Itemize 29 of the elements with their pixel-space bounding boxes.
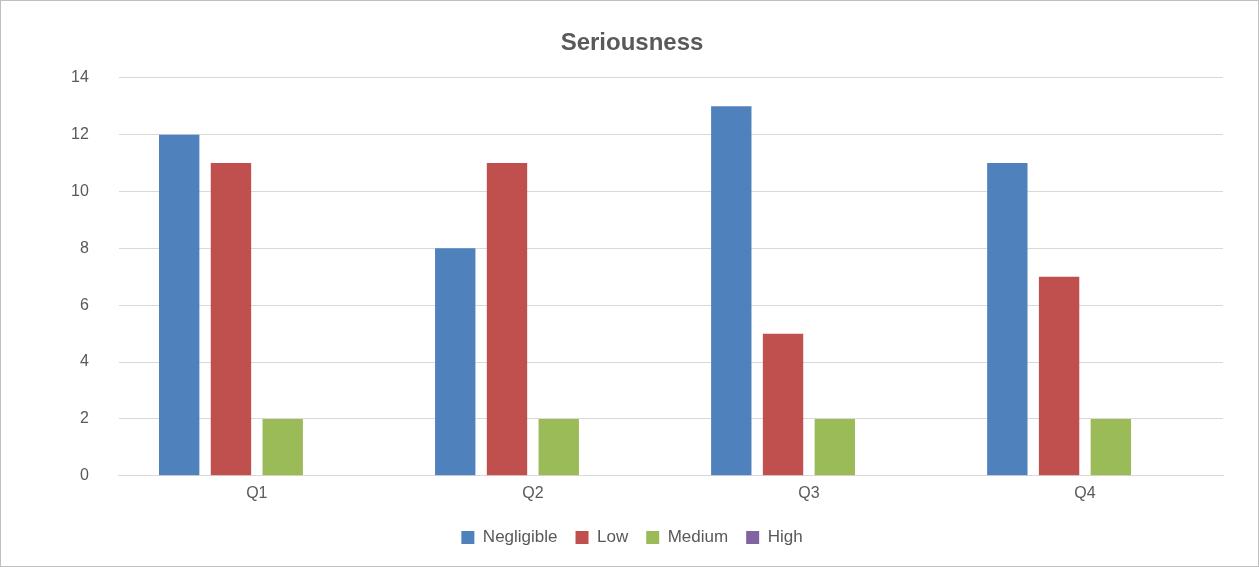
- x-tick-label: Q2: [522, 483, 544, 501]
- bar: [210, 163, 252, 476]
- y-tick-label: 14: [71, 68, 89, 86]
- chart-title: Seriousness: [560, 28, 704, 56]
- x-tick-label: Q3: [798, 483, 820, 501]
- y-tick-label: 4: [79, 352, 89, 370]
- y-tick-label: 2: [79, 409, 89, 427]
- bar: [1090, 418, 1132, 476]
- x-tick-label: Q4: [1074, 483, 1096, 501]
- bar: [711, 106, 752, 476]
- bar: [762, 333, 804, 476]
- x-tick-label: Q1: [246, 483, 268, 501]
- y-tick-label: 12: [71, 125, 89, 143]
- legend-label: Medium: [667, 527, 729, 547]
- bar: [1038, 276, 1080, 476]
- legend-label: High: [767, 527, 803, 547]
- bar: [159, 134, 200, 476]
- y-tick-label: 6: [79, 295, 89, 313]
- bar: [987, 163, 1028, 476]
- bar: [486, 163, 528, 476]
- y-tick-label: 8: [79, 238, 89, 256]
- bar: [435, 248, 476, 476]
- legend-label: Low: [597, 527, 629, 547]
- legend-label: Negligible: [482, 527, 558, 547]
- y-tick-label: 0: [79, 466, 89, 484]
- bar: [814, 418, 855, 476]
- y-tick-label: 10: [71, 181, 89, 199]
- bar: [538, 418, 579, 476]
- bar: [262, 418, 303, 476]
